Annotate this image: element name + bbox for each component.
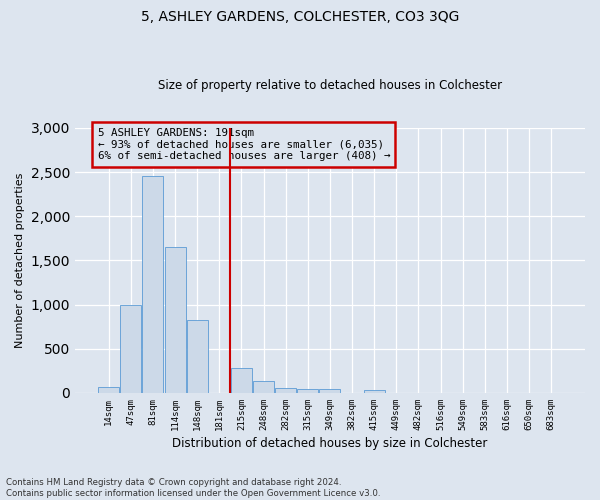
Bar bbox=[98, 387, 119, 393]
Bar bbox=[187, 320, 208, 393]
Text: 5 ASHLEY GARDENS: 191sqm
← 93% of detached houses are smaller (6,035)
6% of semi: 5 ASHLEY GARDENS: 191sqm ← 93% of detach… bbox=[98, 128, 390, 161]
Text: Contains HM Land Registry data © Crown copyright and database right 2024.
Contai: Contains HM Land Registry data © Crown c… bbox=[6, 478, 380, 498]
Bar bbox=[253, 382, 274, 393]
Bar bbox=[275, 388, 296, 393]
Bar bbox=[319, 390, 340, 393]
Bar bbox=[164, 247, 185, 393]
X-axis label: Distribution of detached houses by size in Colchester: Distribution of detached houses by size … bbox=[172, 437, 488, 450]
Title: Size of property relative to detached houses in Colchester: Size of property relative to detached ho… bbox=[158, 79, 502, 92]
Bar bbox=[231, 368, 252, 393]
Bar bbox=[142, 176, 163, 393]
Bar bbox=[364, 390, 385, 393]
Text: 5, ASHLEY GARDENS, COLCHESTER, CO3 3QG: 5, ASHLEY GARDENS, COLCHESTER, CO3 3QG bbox=[141, 10, 459, 24]
Bar bbox=[298, 389, 319, 393]
Y-axis label: Number of detached properties: Number of detached properties bbox=[15, 172, 25, 348]
Bar bbox=[120, 304, 141, 393]
